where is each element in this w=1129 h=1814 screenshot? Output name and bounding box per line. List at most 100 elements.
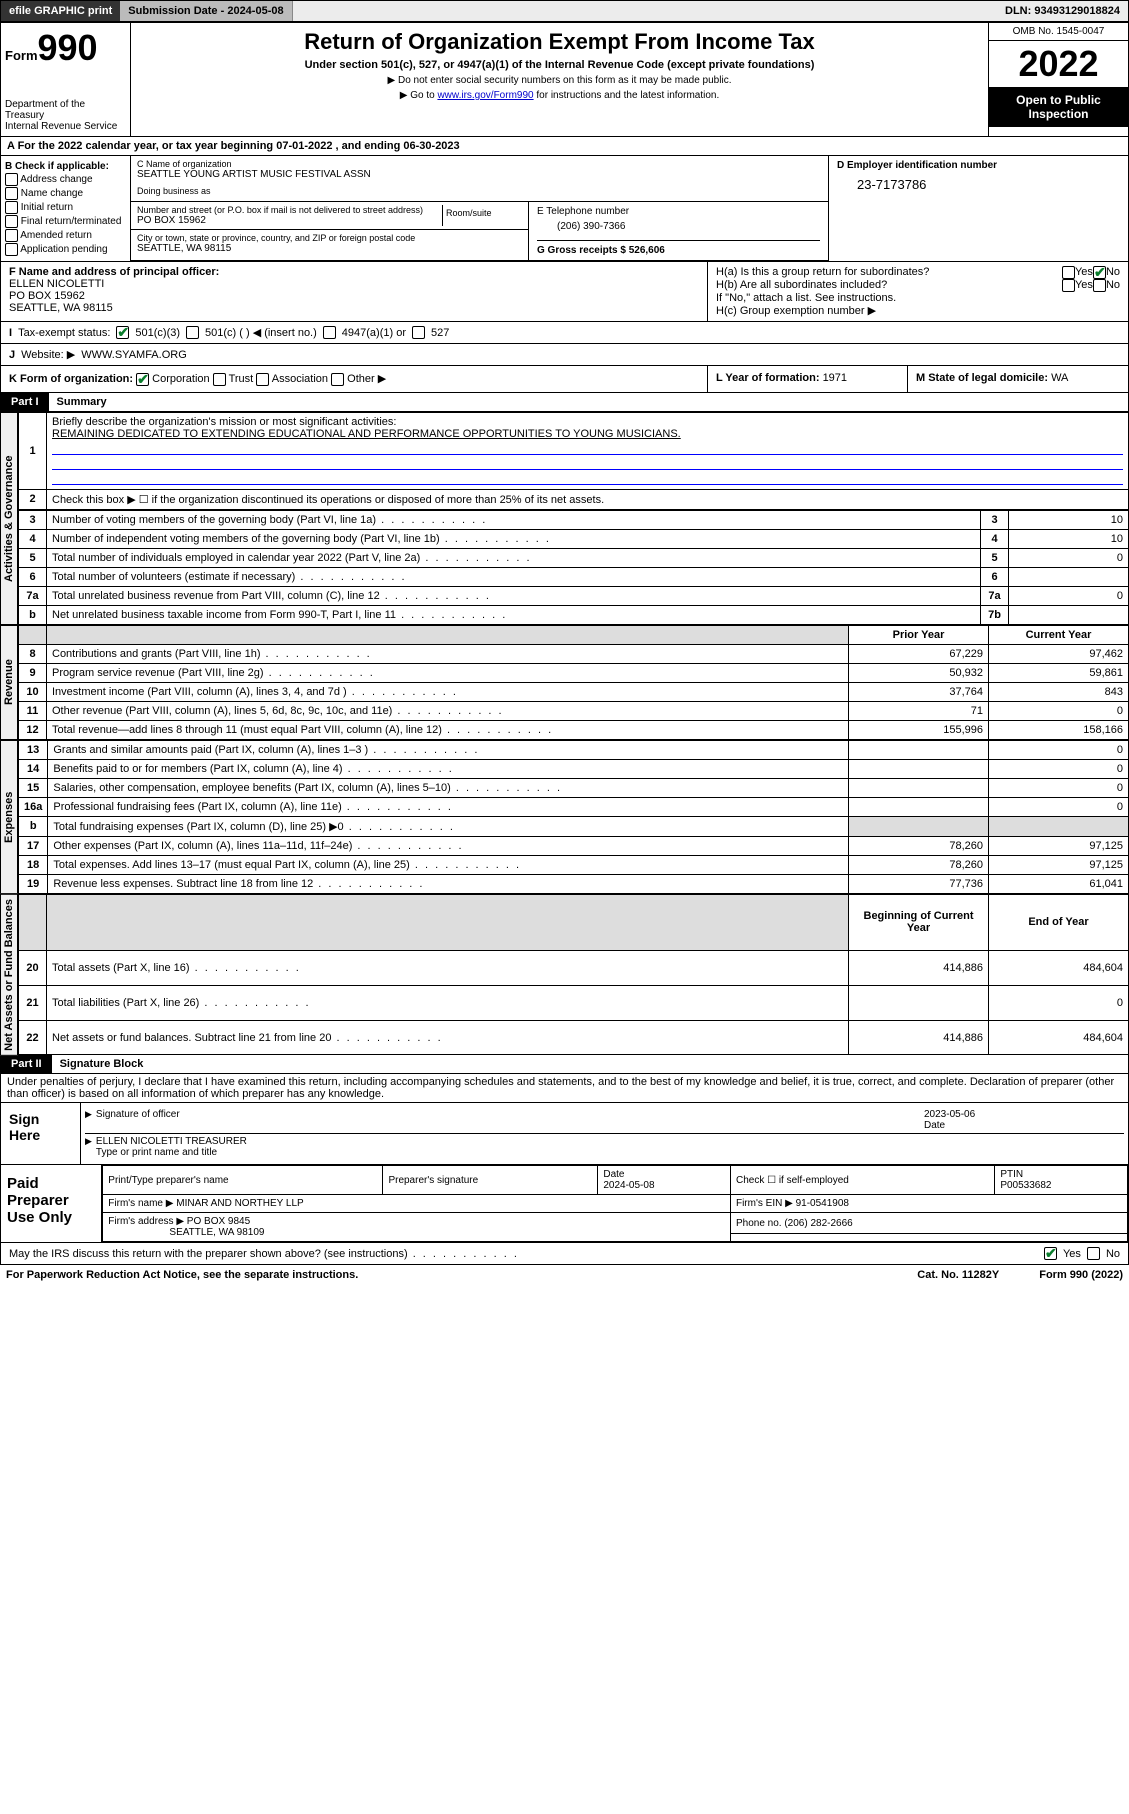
- chk-final-return[interactable]: Final return/terminated: [5, 215, 126, 228]
- section-bcdeg: B Check if applicable: Address change Na…: [0, 156, 1129, 262]
- governance-rows: 3 Number of voting members of the govern…: [18, 510, 1129, 625]
- footer-right: Form 990 (2022): [1039, 1269, 1123, 1281]
- chk-4947[interactable]: [323, 326, 336, 339]
- lbl-name-change: Name change: [21, 188, 83, 199]
- declaration-text: Under penalties of perjury, I declare th…: [0, 1074, 1129, 1103]
- row-l: L Year of formation: 1971: [708, 366, 908, 392]
- irs-link[interactable]: www.irs.gov/Form990: [437, 90, 533, 101]
- chk-other[interactable]: [331, 373, 344, 386]
- row-a-begin: 07-01-2022: [276, 140, 332, 152]
- hb-no[interactable]: [1093, 279, 1106, 292]
- line-no: 4: [19, 529, 47, 548]
- blank-txt: [47, 894, 849, 951]
- chk-name-change[interactable]: Name change: [5, 187, 126, 200]
- line-boxno: 3: [981, 510, 1009, 529]
- k-label: K Form of organization:: [9, 373, 133, 385]
- discuss-yes-lbl: Yes: [1063, 1248, 1081, 1260]
- row-a-pre: A For the 2022 calendar year, or tax yea…: [7, 140, 276, 152]
- officer-sig-line: Signature of officer 2023-05-06Date: [85, 1107, 1124, 1134]
- netassets-rows: Beginning of Current Year End of Year20 …: [18, 894, 1129, 1056]
- footer: For Paperwork Reduction Act Notice, see …: [0, 1265, 1129, 1285]
- box-e-g: E Telephone number (206) 390-7366 G Gros…: [528, 202, 828, 260]
- prep-h3: Date2024-05-08: [598, 1166, 731, 1195]
- website-value: WWW.SYAMFA.ORG: [81, 349, 187, 361]
- prior-value: [849, 740, 989, 759]
- chk-501c[interactable]: [186, 326, 199, 339]
- line-no: 17: [19, 836, 48, 855]
- sig-officer-label: Signature of officer: [85, 1109, 924, 1131]
- tax-year: 2022: [989, 41, 1128, 87]
- discuss-no[interactable]: [1087, 1247, 1100, 1260]
- chk-amended-return[interactable]: Amended return: [5, 229, 126, 242]
- firm-ein-cell: Firm's EIN ▶ 91-0541908: [730, 1195, 1127, 1213]
- box-b-title: B Check if applicable:: [5, 161, 126, 172]
- box-f: F Name and address of principal officer:…: [1, 262, 708, 321]
- officer-print-name: ELLEN NICOLETTI TREASURER: [96, 1136, 247, 1147]
- chk-527[interactable]: [412, 326, 425, 339]
- city-value: SEATTLE, WA 98115: [137, 243, 415, 254]
- line-text: Grants and similar amounts paid (Part IX…: [48, 740, 849, 759]
- line-no: 6: [19, 567, 47, 586]
- lbl-501c: 501(c) ( ) ◀ (insert no.): [205, 326, 317, 339]
- l-value: 1971: [823, 372, 847, 384]
- firm-addr-cell: Firm's address ▶ PO BOX 9845 SEATTLE, WA…: [103, 1213, 731, 1242]
- goto-pre: ▶ Go to: [400, 90, 438, 101]
- discuss-yes[interactable]: [1044, 1247, 1057, 1260]
- phone-value: (206) 390-7366: [537, 217, 820, 240]
- lbl-501c3: 501(c)(3): [135, 327, 180, 339]
- prior-value: [849, 816, 989, 836]
- dln-label: DLN:: [1005, 5, 1034, 17]
- line-text: Total number of volunteers (estimate if …: [47, 567, 981, 586]
- revenue-block: Revenue Prior Year Current Year8 Contrib…: [0, 625, 1129, 740]
- org-name-label: C Name of organization: [137, 159, 822, 169]
- address-left: Number and street (or P.O. box if mail i…: [131, 202, 528, 260]
- chk-assoc[interactable]: [256, 373, 269, 386]
- preparer-table: Print/Type preparer's name Preparer's si…: [102, 1165, 1128, 1242]
- line-value: [1009, 605, 1129, 624]
- part-i-title: Summary: [49, 393, 115, 411]
- ha-yes-lbl: Yes: [1075, 266, 1093, 279]
- officer-name-block: ELLEN NICOLETTI TREASURER Type or print …: [96, 1136, 1124, 1158]
- line-no: b: [19, 816, 48, 836]
- firm-phone: (206) 282-2666: [784, 1218, 852, 1229]
- org-name: SEATTLE YOUNG ARTIST MUSIC FESTIVAL ASSN: [137, 169, 822, 180]
- org-name-cell: C Name of organization SEATTLE YOUNG ART…: [131, 156, 828, 202]
- line-value: 10: [1009, 510, 1129, 529]
- ha-no[interactable]: [1093, 266, 1106, 279]
- line-boxno: 7a: [981, 586, 1009, 605]
- mission-blank-1: [52, 441, 1123, 455]
- line-no: 14: [19, 759, 48, 778]
- line-value: 0: [1009, 586, 1129, 605]
- officer-name: ELLEN NICOLETTI: [9, 278, 699, 290]
- ssn-note: ▶ Do not enter social security numbers o…: [137, 75, 982, 86]
- chk-corp[interactable]: [136, 373, 149, 386]
- chk-trust[interactable]: [213, 373, 226, 386]
- current-value: 0: [989, 778, 1129, 797]
- vlabel-expenses: Expenses: [0, 740, 18, 894]
- submission-date-value: 2024-05-08: [227, 5, 283, 17]
- chk-application-pending[interactable]: Application pending: [5, 243, 126, 256]
- lbl-4947: 4947(a)(1) or: [342, 327, 406, 339]
- line1-no: 1: [19, 412, 47, 489]
- ein-label: D Employer identification number: [837, 160, 1120, 171]
- ha-label: H(a) Is this a group return for subordin…: [716, 266, 1062, 279]
- dln: DLN: 93493129018824: [997, 1, 1128, 21]
- chk-initial-return[interactable]: Initial return: [5, 201, 126, 214]
- chk-address-change[interactable]: Address change: [5, 173, 126, 186]
- line-text: Revenue less expenses. Subtract line 18 …: [48, 874, 849, 893]
- dln-value: 93493129018824: [1034, 5, 1120, 17]
- discuss-row: May the IRS discuss this return with the…: [0, 1243, 1129, 1265]
- officer-label: F Name and address of principal officer:: [9, 266, 699, 278]
- current-value: [989, 816, 1129, 836]
- officer-print-label: Type or print name and title: [96, 1147, 217, 1158]
- gross-receipts: G Gross receipts $ 526,606: [537, 240, 820, 256]
- ha-yes[interactable]: [1062, 266, 1075, 279]
- j-text: Website: ▶: [21, 348, 75, 361]
- efile-print-button[interactable]: efile GRAPHIC print: [1, 1, 120, 21]
- chk-501c3[interactable]: [116, 326, 129, 339]
- hb-yes[interactable]: [1062, 279, 1075, 292]
- footer-left: For Paperwork Reduction Act Notice, see …: [6, 1269, 358, 1281]
- line-no: 16a: [19, 797, 48, 816]
- form-number: 990: [38, 27, 98, 68]
- netassets-block: Net Assets or Fund Balances Beginning of…: [0, 894, 1129, 1056]
